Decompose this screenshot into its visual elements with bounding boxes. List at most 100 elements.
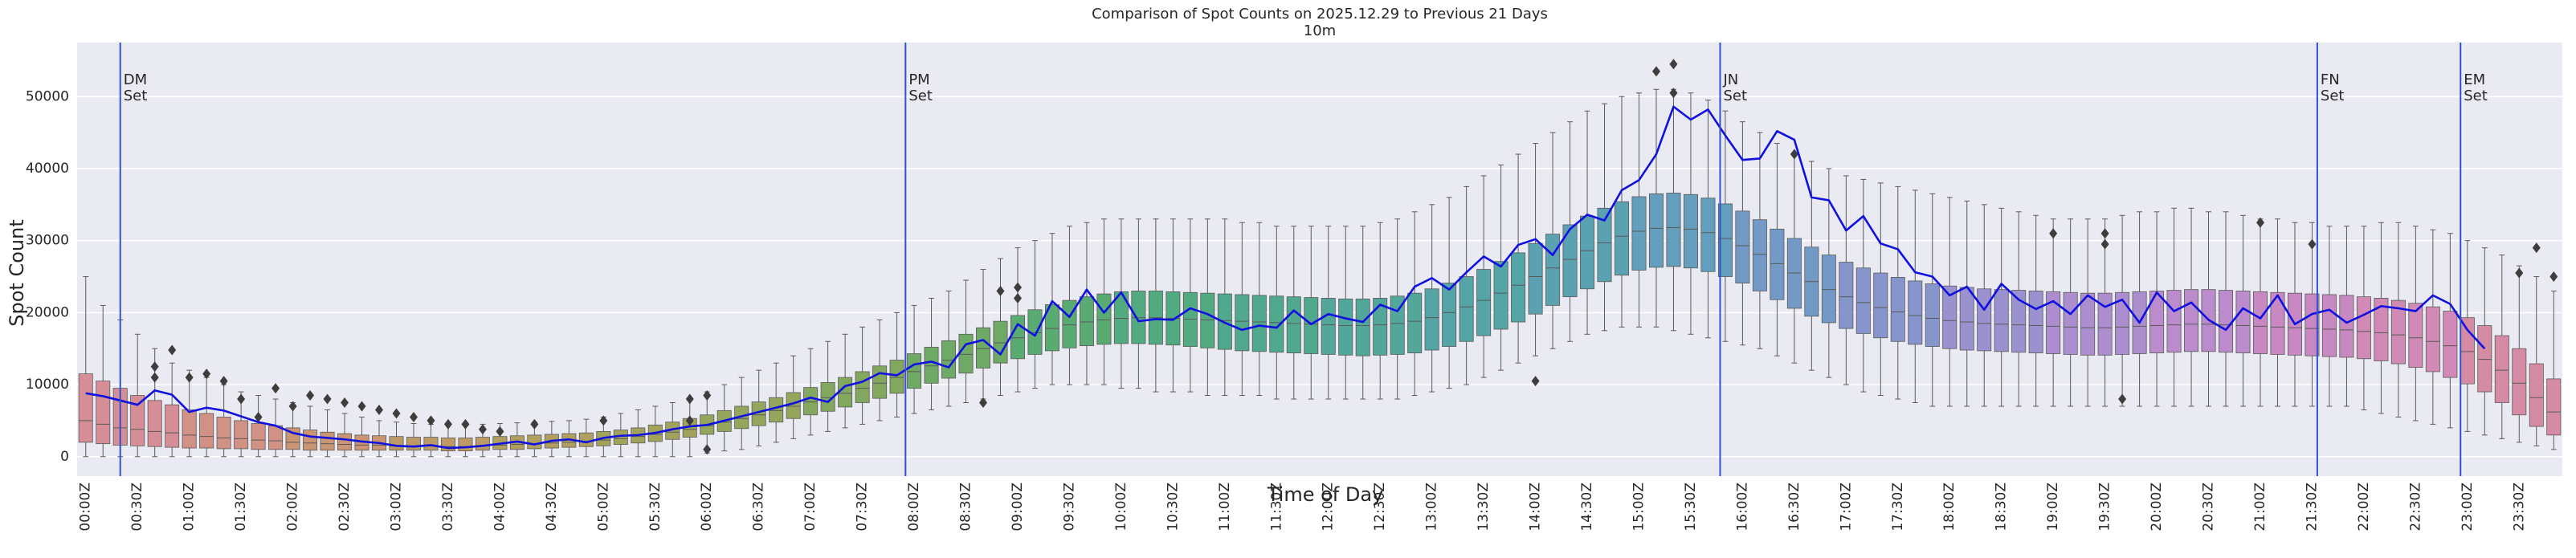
x-tick-label: 21:30Z: [2304, 483, 2320, 532]
box: [406, 437, 421, 451]
outlier: [1013, 282, 1022, 293]
x-tick-label: 09:00Z: [1010, 483, 1026, 532]
box: [1459, 276, 1474, 342]
box: [958, 333, 974, 374]
outlier: [2100, 228, 2109, 239]
box: [268, 425, 284, 450]
box: [475, 437, 490, 451]
box: [2235, 291, 2251, 354]
x-tick-label: 09:30Z: [1061, 483, 1077, 532]
x-tick-label: 14:00Z: [1528, 483, 1544, 532]
box: [1079, 296, 1094, 347]
box: [1959, 287, 1974, 351]
box: [130, 395, 145, 446]
box: [1597, 207, 1612, 283]
y-axis-label: Spot Count: [6, 219, 28, 326]
box: [1700, 198, 1716, 272]
outlier: [306, 390, 315, 401]
outlier: [461, 418, 470, 430]
outlier: [996, 285, 1005, 296]
outlier: [2049, 228, 2058, 239]
plot-area: [77, 43, 2562, 476]
chart-title: Comparison of Spot Counts on 2025.12.29 …: [1092, 6, 1548, 22]
box: [2460, 317, 2475, 385]
box: [2477, 325, 2492, 393]
box: [1442, 283, 1457, 347]
box: [838, 377, 853, 408]
outlier: [1669, 88, 1678, 99]
box: [2529, 363, 2544, 427]
box: [458, 438, 473, 452]
outlier: [2515, 267, 2524, 279]
box: [2115, 291, 2130, 355]
x-tick-label: 00:00Z: [78, 483, 94, 532]
x-axis-label: Time of Day: [1267, 483, 1384, 506]
outlier: [202, 369, 211, 380]
x-tick-label: 03:00Z: [388, 483, 404, 532]
box: [147, 400, 162, 447]
y-tick-label: 40000: [26, 161, 69, 177]
box: [1528, 242, 1543, 315]
outlier: [599, 415, 608, 426]
x-tick-label: 08:00Z: [906, 483, 922, 532]
box: [855, 371, 870, 403]
event-label: EM: [2464, 71, 2485, 88]
box: [2011, 290, 2027, 353]
box: [78, 373, 93, 443]
outlier: [2308, 238, 2317, 250]
box: [2166, 290, 2182, 353]
box: [2390, 299, 2406, 365]
box: [1562, 224, 1578, 298]
box: [1044, 304, 1059, 352]
box: [2425, 306, 2440, 373]
box: [2149, 291, 2165, 354]
box: [872, 365, 888, 399]
outlier: [2532, 242, 2541, 254]
box: [2356, 296, 2371, 360]
box: [1717, 203, 1733, 277]
box: [1511, 252, 1526, 323]
x-tick-label: 17:30Z: [1890, 483, 1906, 532]
event-label: Set: [908, 88, 933, 104]
box: [889, 360, 904, 394]
x-tick-label: 23:30Z: [2511, 483, 2527, 532]
box: [96, 381, 111, 445]
x-tick-label: 18:00Z: [1941, 483, 1958, 532]
box: [337, 433, 353, 451]
box: [1615, 201, 1630, 276]
box: [2063, 291, 2078, 355]
outlier: [685, 415, 694, 426]
x-tick-label: 17:00Z: [1838, 483, 1854, 532]
x-tick-label: 16:30Z: [1786, 483, 1802, 532]
box: [2494, 335, 2509, 403]
x-tick-label: 19:30Z: [2097, 483, 2113, 532]
x-tick-label: 11:00Z: [1217, 483, 1233, 532]
outlier: [168, 344, 177, 356]
x-tick-label: 12:30Z: [1372, 483, 1388, 532]
box: [2443, 311, 2458, 378]
outlier: [271, 383, 280, 394]
outlier: [703, 390, 712, 401]
x-tick-label: 08:30Z: [958, 483, 974, 532]
box: [1424, 288, 1439, 351]
box: [1338, 298, 1353, 356]
x-tick-label: 02:00Z: [285, 483, 301, 532]
outlier: [496, 426, 504, 437]
outlier: [1669, 59, 1678, 70]
box: [1235, 294, 1250, 352]
box: [2219, 290, 2234, 353]
x-tick-label: 06:30Z: [751, 483, 767, 532]
x-tick-label: 05:30Z: [647, 483, 663, 532]
x-tick-label: 07:30Z: [855, 483, 871, 532]
outlier: [254, 411, 263, 422]
box: [303, 430, 318, 451]
box: [2546, 378, 2562, 436]
box: [2046, 291, 2061, 354]
box: [2305, 293, 2320, 356]
x-tick-label: 11:30Z: [1268, 483, 1284, 532]
box: [2270, 291, 2285, 355]
box: [1890, 277, 1905, 342]
y-tick-label: 50000: [26, 88, 69, 104]
x-tick-label: 03:30Z: [440, 483, 456, 532]
x-tick-label: 14:30Z: [1579, 483, 1595, 532]
